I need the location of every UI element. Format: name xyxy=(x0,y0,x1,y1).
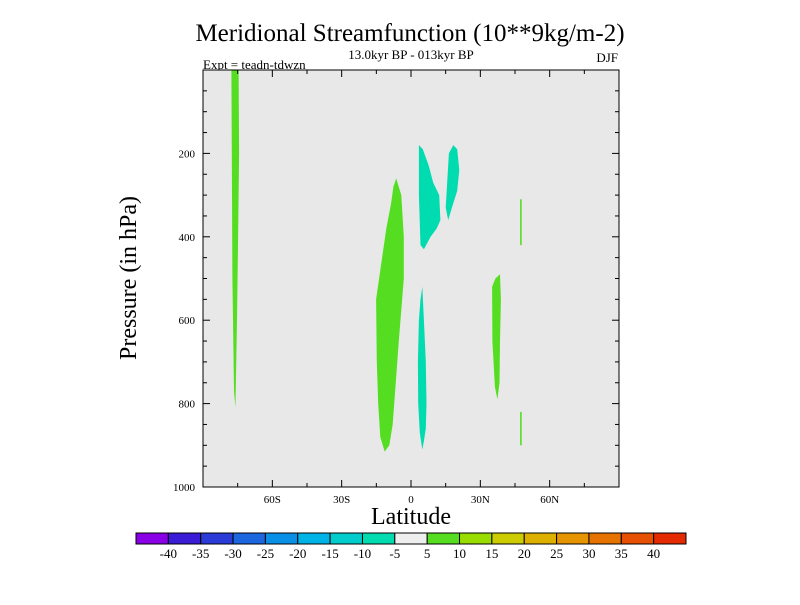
colorbar-level-label: -25 xyxy=(257,546,274,561)
contour-region-southern-high-latitude-band xyxy=(231,70,240,408)
x-axis-ticks: 60S 30S 0 30N 60N xyxy=(237,70,585,506)
y-tick-label: 200 xyxy=(179,148,196,160)
colorbar-swatch xyxy=(459,532,493,545)
contour-regions xyxy=(231,70,522,452)
x-axis-label: Latitude xyxy=(371,504,451,530)
colorbar-swatch xyxy=(361,532,396,545)
chart-title: Meridional Streamfunction (10**9kg/m-2) xyxy=(195,20,624,47)
colorbar-level-label: -5 xyxy=(389,546,400,561)
contour-region-lower-tropical-cell xyxy=(417,286,427,450)
colorbar-swatch xyxy=(167,532,202,545)
contour-region-upper-tropical-cell-b xyxy=(445,145,460,221)
colorbar-level-label: 35 xyxy=(615,546,628,561)
colorbar-swatch xyxy=(264,532,299,545)
colorbar-level-label: 25 xyxy=(550,546,563,561)
colorbar-swatch xyxy=(200,532,234,545)
contour-region-northern-sliver-lower xyxy=(520,411,522,446)
y-axis-ticks: 200 400 600 800 1000 xyxy=(173,90,619,494)
colorbar-level-label: 40 xyxy=(647,546,660,561)
colorbar-level-label: -10 xyxy=(354,546,371,561)
x-tick-label: 30N xyxy=(471,494,490,506)
colorbar-swatch xyxy=(523,532,558,545)
colorbar-swatch xyxy=(588,532,622,545)
colorbar-swatch xyxy=(394,532,428,545)
colorbar-swatch xyxy=(653,532,687,545)
colorbar-level-label: 15 xyxy=(485,546,498,561)
contour-region-tropical-south-cell xyxy=(376,178,404,452)
colorbar-swatch xyxy=(556,532,590,545)
colorbar-level-label: 20 xyxy=(518,546,531,561)
colorbar-level-label: 30 xyxy=(582,546,595,561)
y-tick-label: 600 xyxy=(179,315,196,327)
colorbar-swatch xyxy=(135,532,169,545)
colorbar-swatch xyxy=(491,532,525,545)
x-tick-label: 30S xyxy=(333,494,350,506)
contour-region-upper-tropical-cell-a xyxy=(418,145,441,250)
colorbar-swatch xyxy=(297,532,331,545)
colorbar-level-label: 5 xyxy=(424,546,431,561)
colorbar-swatch xyxy=(329,532,363,545)
x-tick-label: 60S xyxy=(264,494,281,506)
chart-subtitle: 13.0kyr BP - 013kyr BP xyxy=(348,47,474,62)
colorbar-level-label: -30 xyxy=(224,546,241,561)
colorbar: -40 -35 -30 -25 -20 -15 -10 -5 5 10 15 20 25 30 35 40 xyxy=(135,532,687,561)
plot-area xyxy=(203,70,619,487)
x-tick-label: 60N xyxy=(540,494,559,506)
y-tick-label: 1000 xyxy=(173,482,196,494)
season-label: DJF xyxy=(596,50,618,65)
y-axis-label: Pressure (in hPa) xyxy=(116,196,142,360)
y-tick-label: 800 xyxy=(179,399,196,411)
colorbar-swatch xyxy=(232,532,266,545)
colorbar-level-label: 10 xyxy=(453,546,466,561)
contour-region-northern-midlatitude-cell xyxy=(492,274,501,400)
x-tick-label: 0 xyxy=(408,494,414,506)
experiment-label: Expt = teadn-tdwzn xyxy=(203,57,306,72)
colorbar-level-label: -35 xyxy=(192,546,209,561)
colorbar-level-label: -20 xyxy=(289,546,306,561)
y-tick-label: 400 xyxy=(179,232,196,244)
colorbar-level-label: -40 xyxy=(160,546,177,561)
contour-region-northern-sliver-upper xyxy=(520,199,522,246)
colorbar-swatch xyxy=(620,532,655,545)
colorbar-level-label: -15 xyxy=(321,546,338,561)
colorbar-swatch xyxy=(426,532,461,545)
